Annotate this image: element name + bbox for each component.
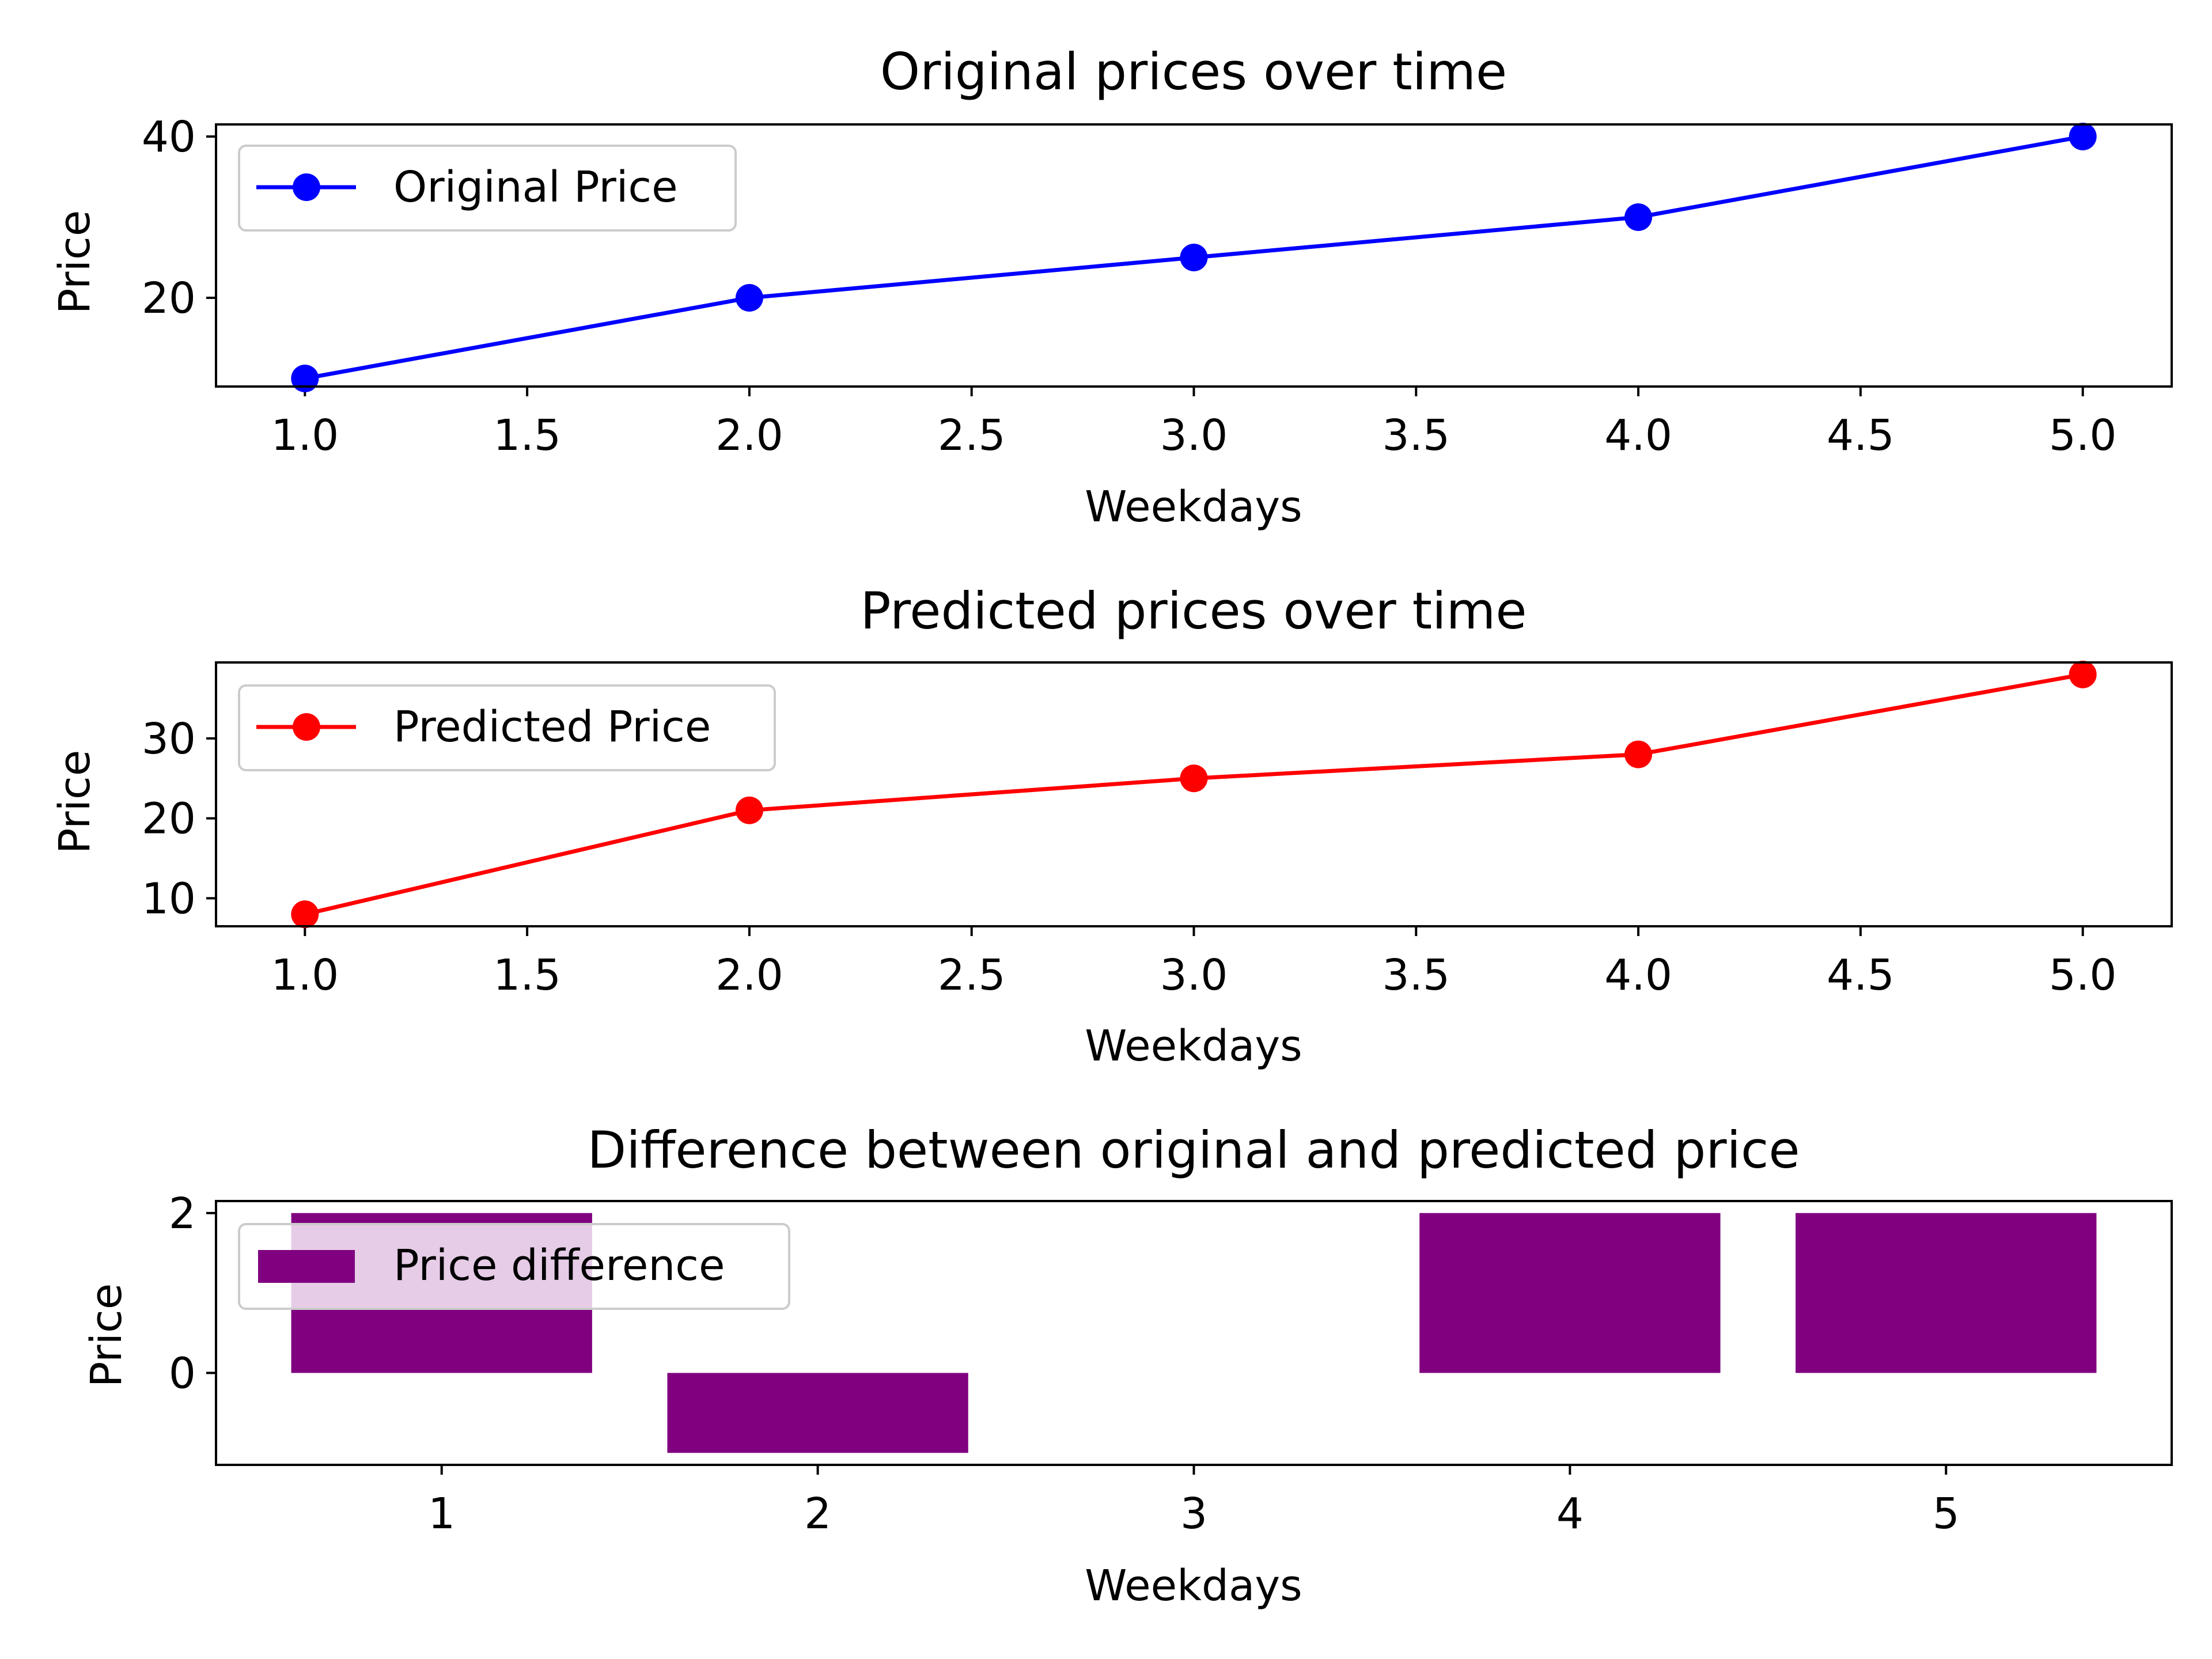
x-tick-label: 4.0 bbox=[1604, 950, 1672, 1000]
data-point bbox=[735, 284, 763, 312]
x-tick-label: 2.0 bbox=[715, 950, 783, 1000]
x-tick-label: 3.5 bbox=[1382, 411, 1450, 460]
legend-marker-sample bbox=[293, 713, 320, 741]
data-point bbox=[291, 365, 319, 392]
x-tick-label: 2 bbox=[804, 1489, 831, 1539]
subplot-predicted-plot bbox=[291, 660, 2097, 929]
legend-box bbox=[238, 145, 737, 232]
data-point bbox=[2069, 123, 2097, 150]
x-tick-label: 3.0 bbox=[1160, 950, 1228, 1000]
subplot-predicted-title: Predicted prices over time bbox=[861, 581, 1527, 641]
subplot-difference-legend: Price difference bbox=[238, 1223, 790, 1310]
subplot-predicted-xlabel: Weekdays bbox=[1085, 1021, 1302, 1071]
subplot-difference-xticks: 1 2 3 4 5 bbox=[428, 1465, 1960, 1539]
x-tick-label: 1.0 bbox=[271, 411, 339, 460]
x-tick-label: 5.0 bbox=[2049, 411, 2117, 460]
legend-label-price-difference: Price difference bbox=[393, 1241, 725, 1290]
subplot-predicted-yticks: 10 20 30 bbox=[142, 714, 216, 923]
subplot-difference-frame bbox=[215, 1200, 2173, 1466]
subplot-predicted-xticks: 1.0 1.5 2.0 2.5 3.0 3.5 4.0 4.5 5.0 bbox=[271, 926, 2117, 1000]
subplot-predicted: Predicted prices over time Weekdays Pric… bbox=[50, 581, 2173, 1071]
subplot-original-title: Original prices over time bbox=[880, 42, 1507, 101]
legend-box bbox=[238, 1223, 790, 1310]
x-tick-label: 2.5 bbox=[938, 411, 1006, 460]
subplot-original-plot bbox=[291, 123, 2097, 392]
subplot-difference-yticks: 02 bbox=[169, 1189, 216, 1398]
x-tick-label: 4.5 bbox=[1827, 411, 1895, 460]
subplot-difference-ylabel: Price bbox=[82, 1283, 131, 1388]
legend-marker-sample bbox=[293, 173, 320, 201]
y-tick-label: 20 bbox=[142, 794, 196, 844]
x-tick-label: 4 bbox=[1556, 1489, 1584, 1539]
data-point bbox=[1624, 740, 1653, 768]
data-point bbox=[1180, 764, 1208, 793]
data-point bbox=[2069, 660, 2097, 688]
x-tick-label: 2.5 bbox=[938, 950, 1006, 1000]
subplot-original-xlabel: Weekdays bbox=[1085, 482, 1302, 532]
x-tick-label: 5 bbox=[1933, 1489, 1960, 1539]
subplot-original: Original prices over time Weekdays Price… bbox=[50, 42, 2173, 532]
x-tick-label: 1 bbox=[428, 1489, 455, 1539]
y-tick-label: 0 bbox=[169, 1349, 196, 1398]
x-tick-label: 1.0 bbox=[271, 950, 339, 1000]
x-tick-label: 5.0 bbox=[2049, 950, 2117, 1000]
x-tick-label: 3 bbox=[1180, 1489, 1207, 1539]
x-tick-label: 4.5 bbox=[1827, 950, 1895, 1000]
x-tick-label: 3.0 bbox=[1160, 411, 1228, 460]
data-point bbox=[1180, 244, 1208, 271]
legend-label-predicted-price: Predicted Price bbox=[393, 702, 711, 752]
subplot-original-frame bbox=[215, 123, 2173, 388]
y-tick-label: 10 bbox=[142, 874, 196, 923]
legend-label-original-price: Original Price bbox=[393, 162, 678, 212]
x-tick-label: 3.5 bbox=[1382, 950, 1450, 1000]
bar bbox=[1796, 1213, 2097, 1373]
y-tick-label: 30 bbox=[142, 714, 196, 764]
x-tick-label: 2.0 bbox=[715, 411, 783, 460]
subplot-predicted-frame bbox=[215, 661, 2173, 927]
subplot-original-xticks: 1.0 1.5 2.0 2.5 3.0 3.5 4.0 4.5 5.0 bbox=[271, 387, 2117, 460]
subplot-predicted-legend: Predicted Price bbox=[238, 684, 776, 771]
subplot-original-ylabel: Price bbox=[50, 210, 100, 315]
bar bbox=[1419, 1213, 1721, 1373]
legend-patch-sample bbox=[258, 1250, 355, 1283]
subplot-difference-title: Difference between original and predicte… bbox=[588, 1120, 1800, 1180]
legend-box bbox=[238, 684, 776, 771]
y-tick-label: 20 bbox=[142, 274, 196, 323]
x-tick-label: 4.0 bbox=[1604, 411, 1672, 460]
x-tick-label: 1.5 bbox=[493, 950, 561, 1000]
data-point bbox=[735, 796, 763, 824]
y-tick-label: 2 bbox=[169, 1189, 196, 1238]
x-tick-label: 1.5 bbox=[493, 411, 561, 460]
data-point bbox=[1624, 203, 1653, 231]
subplot-original-legend: Original Price bbox=[238, 145, 737, 232]
subplot-difference: Difference between original and predicte… bbox=[82, 1120, 2173, 1611]
subplot-predicted-ylabel: Price bbox=[50, 750, 100, 854]
bar bbox=[667, 1373, 968, 1453]
y-tick-label: 40 bbox=[142, 112, 196, 162]
subplot-difference-xlabel: Weekdays bbox=[1085, 1561, 1302, 1611]
data-point bbox=[291, 900, 319, 929]
